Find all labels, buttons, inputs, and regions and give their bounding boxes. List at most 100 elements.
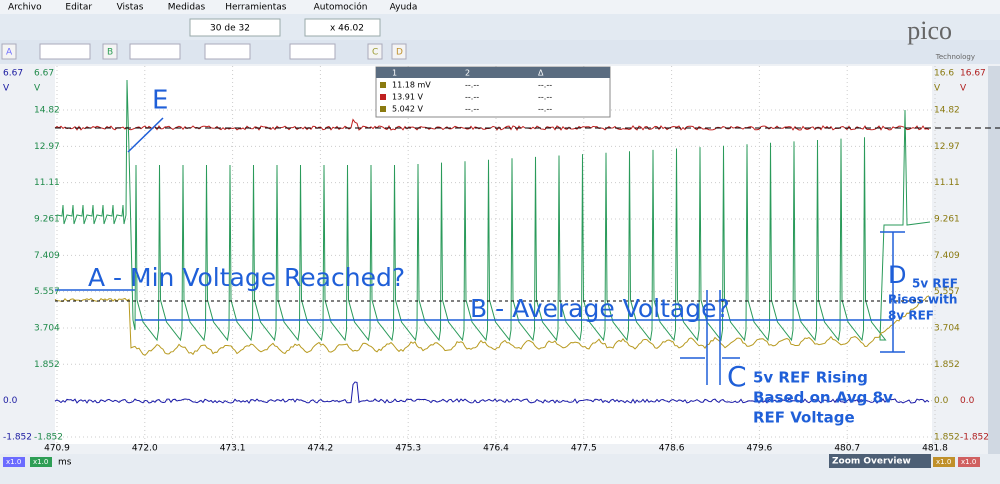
menu-item[interactable]: Archivo [8, 3, 42, 13]
axis-label: 1.852 [34, 360, 60, 370]
axis-label: 9.261 [34, 214, 60, 224]
table-cell: --.-- [465, 81, 479, 90]
table-header-cell: 1 [392, 69, 397, 78]
table-cell: --.-- [538, 105, 552, 114]
axis-label: 0.0 [934, 396, 949, 406]
axis-label: -1.852 [34, 432, 63, 442]
x-axis-label: 472.0 [132, 444, 158, 454]
x-axis-label: 477.5 [571, 444, 597, 454]
channel-dropdown[interactable] [204, 43, 251, 60]
axis-label: 16.67 [960, 69, 986, 79]
axis-label: -1.852 [960, 432, 989, 442]
capture-index: 30 de 32 [210, 24, 250, 34]
scale-badge [933, 457, 955, 467]
scrollbar [988, 66, 1000, 454]
x-axis-unit: ms [58, 458, 72, 468]
menu-item[interactable]: Medidas [168, 3, 206, 13]
toolbar [0, 14, 1000, 40]
axis-label: 3.704 [934, 323, 960, 333]
table-cell: --.-- [465, 105, 479, 114]
table-swatch [380, 94, 386, 100]
zoom-overview-bar[interactable] [829, 454, 931, 468]
axis-label: 9.261 [934, 214, 960, 224]
table-header-cell: Δ [538, 69, 544, 78]
channel-dropdown[interactable] [39, 43, 91, 60]
zoom-overview-title: Zoom Overview [832, 457, 911, 467]
measurement-table: 1 2 Δ 11.18 mV --.-- --.-- 13.91 V --.-- --.-- 5.… [375, 66, 611, 118]
menu-item[interactable]: Editar [65, 3, 92, 13]
annotation-a: A - Min Voltage Reached? [88, 263, 405, 292]
axis-label: 11.11 [934, 178, 960, 188]
channel-button[interactable] [1, 43, 17, 60]
scale-badge [3, 457, 25, 467]
scale-badge [958, 457, 980, 467]
channel-dropdown[interactable] [129, 43, 181, 60]
axis-label: 5.557 [934, 287, 960, 297]
annotation-c-note: Based on Avg 8v [753, 389, 893, 407]
table-cell: 13.91 V [392, 93, 423, 102]
scale-label: x1.0 [936, 458, 951, 466]
axis-label: V [3, 84, 10, 94]
zoom-box[interactable] [304, 18, 381, 37]
axis-label: V [960, 84, 967, 94]
zoom-factor: x 46.02 [330, 24, 364, 34]
annotation-d: D [888, 261, 906, 289]
axis-label: 16.6 [934, 69, 954, 79]
axis-label: 12.97 [34, 142, 60, 152]
axis-label: -1.852 [3, 432, 32, 442]
channel-button[interactable] [367, 43, 383, 60]
table-swatch [380, 82, 386, 88]
axis-label: 0.0 [960, 396, 975, 406]
table-header [376, 67, 610, 78]
logo: pico [907, 16, 952, 45]
logo-tagline: Technology [935, 53, 975, 61]
x-axis-label: 479.6 [747, 444, 773, 454]
x-axis-label: 474.2 [308, 444, 334, 454]
scale-label: x1.0 [6, 458, 21, 466]
channel-dropdown[interactable] [289, 43, 336, 60]
axis-label: V [934, 84, 941, 94]
table-cell: 5.042 V [392, 105, 423, 114]
channel-button[interactable] [391, 43, 407, 60]
table-cell: --.-- [538, 81, 552, 90]
menu-item[interactable]: Automoción [314, 2, 368, 13]
x-axis-label: 475.3 [395, 444, 421, 454]
channel-label: B [107, 48, 113, 58]
table-cell: --.-- [538, 93, 552, 102]
scale-badge [30, 457, 52, 467]
plot-area [55, 66, 932, 444]
axis-label: V [34, 84, 41, 94]
channel-label: D [396, 48, 403, 58]
annotation-d-note: Rises with [888, 293, 957, 307]
annotations: E A - Min Voltage Reached? B - Average V… [55, 86, 958, 427]
menu-item[interactable]: Ayuda [390, 3, 418, 13]
annotation-c-note: REF Voltage [753, 409, 855, 427]
annotation-c-note: 5v REF Rising [753, 369, 868, 387]
annotation-c: C [727, 360, 747, 393]
axis-label: 11.11 [34, 178, 60, 188]
channel-button[interactable] [102, 43, 118, 60]
axis-label: 1.852 [934, 432, 960, 442]
channel-label: A [6, 48, 13, 58]
blue-trace [54, 381, 930, 404]
x-axis-label: 480.7 [834, 444, 860, 454]
menu-item[interactable]: Vistas [117, 3, 144, 13]
table-cell: 11.18 mV [392, 81, 431, 90]
menu-bar [0, 0, 1000, 14]
menu-item[interactable]: Herramientas [225, 3, 287, 13]
axis-label: 1.852 [934, 360, 960, 370]
table-swatch [380, 106, 386, 112]
annotation-e: E [152, 86, 168, 116]
axis-label: 5.557 [34, 287, 60, 297]
capture-box[interactable] [189, 18, 281, 37]
waveforms [54, 66, 1000, 444]
x-axis-label: 476.4 [483, 444, 509, 454]
table-header-cell: 2 [465, 69, 470, 78]
axis-label: 0.0 [3, 396, 18, 406]
gold-trace [54, 295, 930, 356]
scale-label: x1.0 [961, 458, 976, 466]
axis-label: 6.67 [3, 69, 23, 79]
axis-label: 7.409 [34, 251, 60, 261]
